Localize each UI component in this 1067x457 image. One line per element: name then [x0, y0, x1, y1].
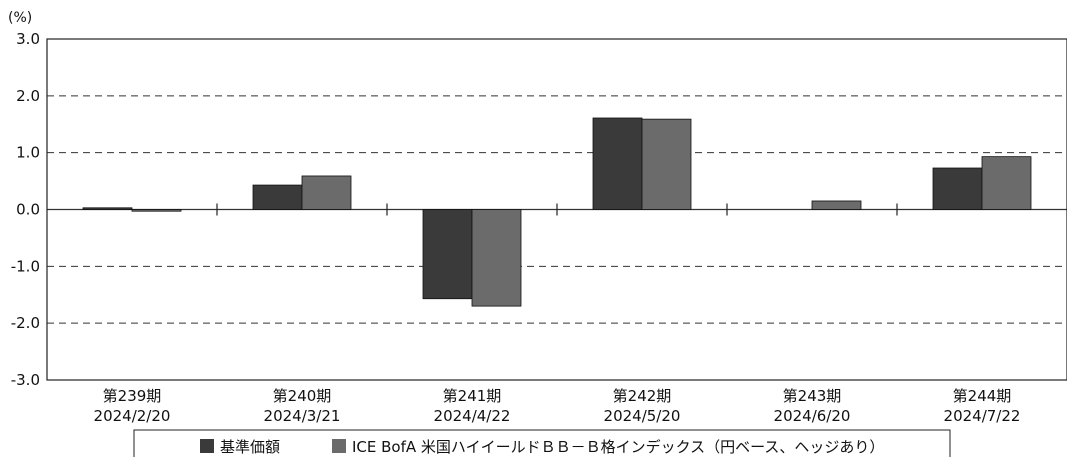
bar-series-1-1: [301, 175, 352, 210]
category-date-label: 2024/7/22: [944, 407, 1021, 425]
category-date-label: 2024/5/20: [604, 407, 681, 425]
legend-label-series-1: ICE BofA 米国ハイイールドＢＢ－Ｂ格インデックス（円ベース、ヘッジあり）: [352, 438, 884, 456]
y-tick-label: 0.0: [16, 201, 40, 219]
bar-series-0-5: [932, 167, 983, 210]
category-date-label: 2024/3/21: [264, 407, 341, 425]
legend-frame: [133, 429, 951, 457]
bar-series-1-2: [471, 209, 522, 307]
x-tick-marks: [216, 203, 898, 216]
bar-series-1-0: [131, 209, 182, 212]
legend-swatch-series-1: [332, 439, 346, 453]
bar-layer: [82, 117, 1032, 307]
y-tick-label: -2.0: [11, 314, 40, 332]
category-date-label: 2024/6/20: [774, 407, 851, 425]
legend-label-series-0: 基準価額: [220, 438, 280, 456]
bar-series-0-3: [592, 117, 643, 210]
y-tick-label: 1.0: [16, 144, 40, 162]
y-tick-labels: 3.0 2.0 1.0 0.0 -1.0 -2.0 -3.0: [11, 30, 40, 389]
plot-frame: [46, 38, 1067, 381]
x-category-labels: 第239期 2024/2/20 第240期 2024/3/21 第241期 2024/4/…: [94, 387, 1021, 425]
y-tick-label: 2.0: [16, 87, 40, 105]
y-tick-label: -1.0: [11, 257, 40, 275]
legend: 基準価額 ICE BofA 米国ハイイールドＢＢ－Ｂ格インデックス（円ベース、ヘ…: [133, 429, 951, 457]
category-date-label: 2024/4/22: [434, 407, 511, 425]
category-date-label: 2024/2/20: [94, 407, 171, 425]
y-tick-label: 3.0: [16, 30, 40, 48]
y-tick-label: -3.0: [11, 371, 40, 389]
bar-series-1-4: [811, 200, 862, 210]
bar-series-1-3: [641, 118, 692, 210]
category-period-label: 第241期: [443, 387, 502, 405]
legend-swatch-series-0: [200, 439, 214, 453]
category-period-label: 第243期: [783, 387, 842, 405]
category-period-label: 第240期: [273, 387, 332, 405]
bar-series-0-1: [252, 184, 303, 210]
category-period-label: 第242期: [613, 387, 672, 405]
bar-series-0-0: [82, 207, 133, 210]
category-period-label: 第244期: [953, 387, 1012, 405]
bar-series-1-5: [981, 156, 1032, 210]
y-axis-unit-label: (%): [8, 10, 32, 26]
bar-series-0-2: [422, 209, 473, 300]
category-period-label: 第239期: [103, 387, 162, 405]
